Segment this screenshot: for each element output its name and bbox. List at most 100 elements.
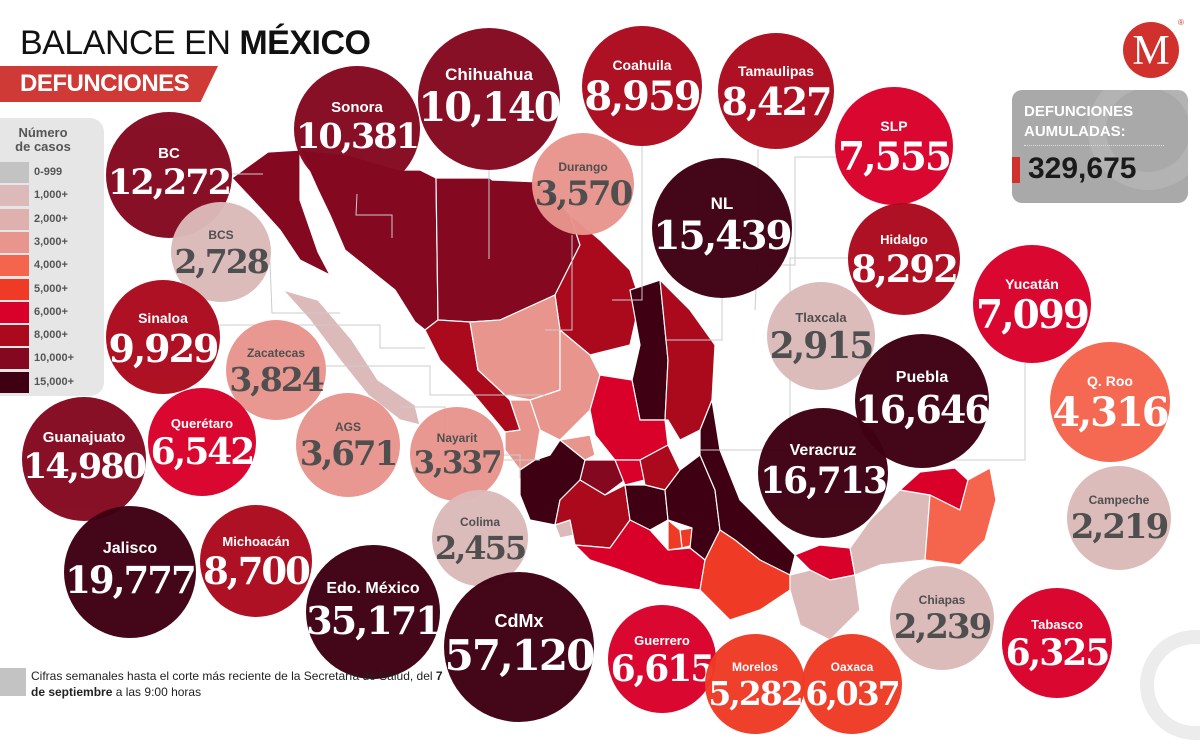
- state-name: Coahuila: [612, 57, 672, 73]
- state-name: Campeche: [1088, 493, 1150, 507]
- legend-label: 8,000+: [34, 329, 68, 342]
- divider: [1024, 145, 1164, 146]
- state-name: Guerrero: [634, 633, 690, 648]
- registered-mark: ®: [1178, 18, 1184, 27]
- state-name: Morelos: [731, 660, 778, 674]
- state-bubble-hidalgo: Hidalgo 8,292: [848, 203, 960, 315]
- map-state-tamaulipas: [659, 279, 716, 441]
- footnote-text-2: a las 9:00 horas: [112, 685, 202, 699]
- state-name: Hidalgo: [880, 232, 928, 247]
- state-name: Tabasco: [1031, 617, 1083, 632]
- state-bubble-veracruz: Veracruz 16,713: [758, 408, 888, 538]
- death-count: 7,099: [975, 292, 1090, 338]
- death-count: 8,959: [584, 73, 701, 120]
- total-label-line2: AUMULADAS:: [1024, 123, 1126, 140]
- state-bubble-sonora: Sonora 10,381: [294, 66, 420, 192]
- map-state-ags: [559, 434, 596, 461]
- legend-item: 10,000+: [0, 348, 104, 370]
- map-state-coahuila: [554, 214, 641, 356]
- state-bubble-chihuahua: Chihuahua 10,140: [418, 28, 562, 170]
- state-bubble-coahuila: Coahuila 8,959: [582, 26, 702, 146]
- legend-swatch: [0, 208, 29, 230]
- total-label: DEFUNCIONES AUMULADAS:: [1024, 102, 1133, 142]
- state-name: Oaxaca: [830, 660, 874, 674]
- state-name: Chihuahua: [445, 65, 533, 84]
- legend-swatch: [0, 371, 29, 393]
- state-bubble-colima: Colima 2,455: [432, 490, 528, 586]
- death-count: 7,555: [837, 134, 952, 180]
- death-count: 3,824: [229, 360, 324, 399]
- death-count: 2,455: [434, 529, 527, 567]
- state-name: Zacatecas: [246, 346, 306, 360]
- death-count: 15,439: [653, 213, 792, 259]
- legend-label: 15,000+: [34, 375, 75, 388]
- total-value: 329,675: [1028, 152, 1137, 185]
- death-count: 3,570: [534, 174, 633, 214]
- death-count: 2,728: [174, 242, 269, 281]
- state-name: Tamaulipas: [738, 63, 814, 79]
- legend: Número de casos 0-999 1,000+ 2,000+ 3,000+ 4…: [0, 118, 104, 396]
- milenio-logo: M: [1123, 22, 1179, 78]
- page-subtitle: DEFUNCIONES: [20, 70, 190, 97]
- state-name: Yucatán: [1005, 276, 1059, 292]
- legend-label: 2,000+: [34, 212, 68, 225]
- legend-label: 3,000+: [34, 235, 68, 248]
- legend-label: 0-999: [34, 166, 63, 178]
- page-title: BALANCE EN MÉXICO: [20, 24, 371, 63]
- death-count: 9,929: [108, 326, 220, 371]
- death-count: 10,140: [418, 84, 561, 131]
- state-bubble-chiapas: Chiapas 2,239: [890, 566, 994, 670]
- death-count: 57,120: [444, 631, 596, 680]
- state-name: Veracruz: [789, 442, 857, 459]
- death-count: 19,777: [65, 558, 197, 602]
- death-count: 35,171: [306, 598, 441, 643]
- legend-swatch: [0, 348, 29, 370]
- state-name: Jalisco: [102, 540, 158, 557]
- total-label-line1: DEFUNCIONES: [1024, 103, 1134, 120]
- death-count: 14,980: [23, 446, 147, 487]
- legend-item: 1,000+: [0, 185, 104, 207]
- legend-swatch: [0, 301, 29, 323]
- state-name: Tlaxcala: [795, 310, 847, 325]
- death-count: 4,316: [1052, 389, 1169, 436]
- state-bubble-tlaxcala: Tlaxcala 2,915: [767, 282, 875, 390]
- death-count: 16,713: [760, 460, 888, 502]
- death-count: 5,282: [708, 674, 803, 713]
- state-bubble-cdmx: CdMx 57,120: [444, 572, 596, 722]
- legend-item: 6,000+: [0, 301, 104, 324]
- legend-item: 5,000+: [0, 278, 104, 301]
- legend-title-line1: Número: [18, 125, 68, 140]
- title-bold: MÉXICO: [239, 24, 371, 62]
- death-count: 8,700: [203, 549, 311, 593]
- state-bubble-nayarit: Nayarit 3,337: [410, 407, 504, 501]
- legend-swatch: [0, 185, 29, 207]
- map-state-morelos: [667, 519, 683, 551]
- legend-item: 3,000+: [0, 231, 104, 254]
- legend-swatch: [0, 325, 29, 347]
- death-count: 3,671: [299, 434, 398, 474]
- legend-label: 10,000+: [34, 352, 75, 365]
- death-count: 6,037: [805, 674, 900, 713]
- state-name: NL: [710, 194, 734, 213]
- state-bubble-jalisco: Jalisco 19,777: [64, 506, 197, 638]
- legend-item: 0-999: [0, 162, 104, 184]
- death-count: 16,646: [855, 387, 990, 432]
- state-bubble-durango: Durango 3,570: [532, 133, 634, 235]
- death-count: 6,542: [150, 431, 256, 473]
- state-bubble-slp: SLP 7,555: [835, 87, 953, 205]
- state-bubble-yucatan: Yucatán 7,099: [973, 245, 1091, 363]
- state-bubble-queretaro: Querétaro 6,542: [148, 388, 256, 496]
- state-bubble-zacatecas: Zacatecas 3,824: [226, 320, 326, 420]
- state-bubble-guanajuato: Guanajuato 14,980: [22, 397, 147, 521]
- legend-swatch: [0, 278, 29, 300]
- subtitle-band: [0, 66, 218, 102]
- map-state-guerrero: [574, 519, 706, 591]
- death-count: 6,615: [610, 648, 716, 690]
- state-name: Durango: [558, 160, 608, 174]
- legend-item: 8,000+: [0, 325, 104, 347]
- state-bubble-guerrero: Guerrero 6,615: [608, 605, 716, 713]
- state-name: BC: [158, 145, 180, 162]
- state-name: Nayarit: [436, 431, 478, 445]
- legend-label: 5,000+: [34, 282, 68, 295]
- state-bubble-sinaloa: Sinaloa 9,929: [106, 280, 220, 394]
